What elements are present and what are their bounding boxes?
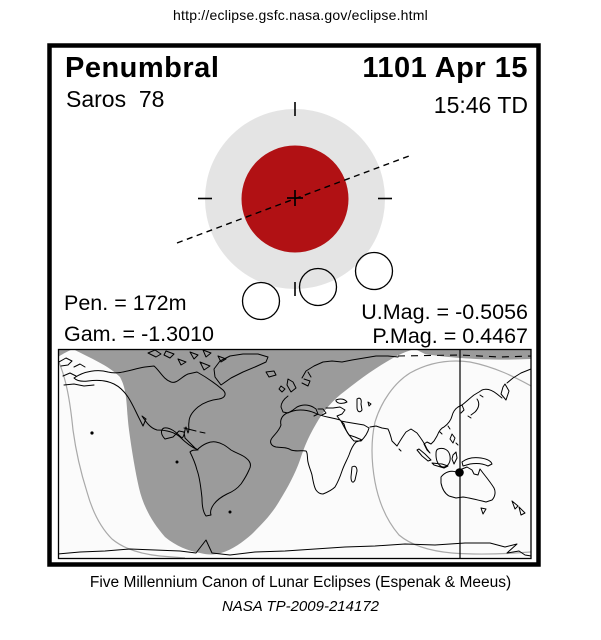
source-url: http://eclipse.gsfc.nasa.gov/eclipse.htm… <box>173 7 428 23</box>
map-border <box>57 348 532 560</box>
visibility-curve-right <box>371 360 531 555</box>
saros-label: Saros 78 <box>66 86 165 112</box>
eclipse-type-label: Penumbral <box>65 52 220 84</box>
moon-position-circle <box>354 251 394 291</box>
shadow-axis-ticks <box>198 102 392 296</box>
moon-position-circle <box>298 267 338 307</box>
eclipse-figure-frame <box>47 43 541 567</box>
stat-penumbral-magnitude: P.Mag. = 0.4467 <box>372 324 528 348</box>
stat-gamma: Gam. = -1.3010 <box>64 322 214 346</box>
eclipse-time: 15:46 TD <box>433 92 528 118</box>
arctic-dashed-coast <box>397 354 531 358</box>
stat-penumbral-duration: Pen. = 172m <box>64 291 187 315</box>
shadow-diagram <box>176 102 410 321</box>
visibility-curve-left <box>59 360 186 559</box>
moon-position-circle <box>241 281 281 321</box>
zenith-point-dot <box>455 468 464 477</box>
moon-position-circles <box>241 251 394 321</box>
shadow-center-cross <box>287 190 303 206</box>
visibility-map <box>57 348 532 560</box>
caption-report-number: NASA TP-2009-214172 <box>221 598 380 615</box>
coastlines <box>59 350 531 557</box>
caption-canon: Five Millennium Canon of Lunar Eclipses … <box>89 574 512 591</box>
stat-umbral-magnitude: U.Mag. = -0.5056 <box>361 300 528 324</box>
eclipse-date: 1101 Apr 15 <box>362 52 528 84</box>
